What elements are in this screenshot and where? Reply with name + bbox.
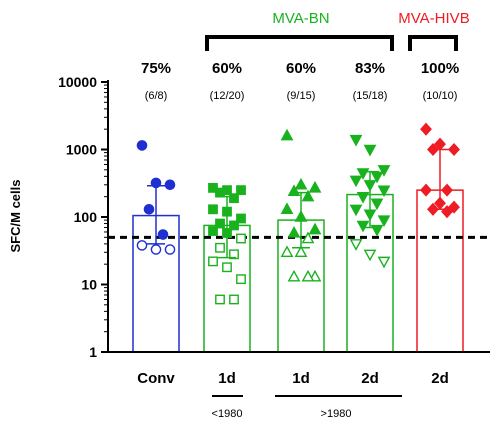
- fraction-label: (6/8): [145, 90, 168, 102]
- data-point: [356, 220, 370, 233]
- percent-label: 100%: [421, 60, 459, 77]
- bars-layer: [132, 189, 464, 353]
- percent-label: 60%: [286, 60, 316, 77]
- data-point: [301, 189, 315, 202]
- group-label-mva-bn: MVA-BN: [272, 10, 329, 27]
- data-point: [236, 185, 246, 196]
- y-tick-label: 1: [89, 344, 97, 360]
- y-tick-label: 10: [81, 277, 97, 293]
- data-point: [370, 198, 384, 211]
- subgroup-label-post-1980: >1980: [321, 408, 352, 420]
- data-point: [215, 242, 225, 253]
- fraction-label: (12/20): [210, 90, 245, 102]
- data-point: [229, 193, 239, 204]
- data-point: [236, 213, 246, 224]
- percent-label: 60%: [212, 60, 242, 77]
- data-point: [150, 244, 162, 255]
- y-axis-title: SFC/M cells: [8, 180, 23, 253]
- data-point: [377, 256, 391, 269]
- data-point: [441, 183, 453, 197]
- bar: [416, 189, 464, 353]
- data-point: [363, 144, 377, 157]
- data-point: [377, 215, 391, 228]
- data-point: [236, 233, 246, 244]
- data-point: [136, 140, 148, 151]
- data-point: [448, 200, 460, 214]
- data-point: [164, 244, 176, 255]
- fraction-label: (9/15): [287, 90, 316, 102]
- x-tick-label: 1d: [218, 370, 236, 387]
- data-point: [448, 142, 460, 157]
- fraction-label: (10/10): [423, 90, 458, 102]
- data-point: [208, 226, 218, 236]
- data-point: [294, 245, 308, 257]
- data-point: [280, 245, 294, 257]
- data-point: [377, 185, 391, 198]
- x-tick-label: 1d: [292, 370, 310, 387]
- y-tick-label: 100: [74, 209, 98, 225]
- x-tick-label: Conv: [137, 370, 175, 387]
- error-bars-layer: [147, 148, 449, 259]
- data-point: [136, 240, 148, 251]
- data-point: [377, 165, 391, 177]
- data-point: [301, 231, 315, 244]
- data-point: [236, 274, 246, 285]
- data-point: [349, 204, 363, 217]
- data-point: [308, 180, 322, 193]
- data-point: [301, 269, 315, 282]
- data-point: [363, 249, 377, 262]
- data-point: [229, 294, 239, 305]
- fraction-label: (15/18): [353, 90, 388, 102]
- data-point: [208, 204, 218, 215]
- data-point: [349, 134, 363, 147]
- y-tick-label: 1000: [66, 142, 97, 158]
- data-point: [420, 122, 432, 136]
- data-point: [208, 256, 218, 267]
- data-point: [215, 187, 225, 198]
- data-point: [349, 175, 363, 188]
- data-point: [287, 269, 301, 282]
- data-point: [356, 191, 370, 204]
- percent-label: 83%: [355, 60, 385, 77]
- data-point: [229, 249, 239, 260]
- bracket-mva-bn: [205, 35, 394, 51]
- x-tick-label: 2d: [431, 370, 449, 387]
- data-point: [157, 229, 169, 240]
- percent-label: 75%: [141, 60, 171, 77]
- data-point: [349, 239, 363, 251]
- data-point: [287, 226, 301, 238]
- data-point: [308, 222, 322, 235]
- x-tick-label: 2d: [361, 370, 379, 387]
- data-point: [229, 220, 239, 231]
- points-layer: [136, 122, 460, 305]
- data-point: [294, 177, 308, 190]
- data-point: [420, 183, 432, 197]
- bracket-mva-hivb: [408, 35, 458, 51]
- y-tick-label: 10000: [58, 74, 97, 90]
- data-point: [164, 179, 176, 191]
- data-point: [215, 218, 225, 229]
- subgroup-label-pre-1980: <1980: [212, 408, 243, 420]
- data-point: [222, 262, 232, 273]
- data-point: [280, 202, 294, 215]
- data-point: [143, 204, 155, 215]
- group-label-mva-hivb: MVA-HIVB: [398, 10, 469, 27]
- data-point: [280, 128, 294, 141]
- data-point: [215, 294, 225, 305]
- y-axis: 1 10 100 1000 10000: [58, 74, 109, 360]
